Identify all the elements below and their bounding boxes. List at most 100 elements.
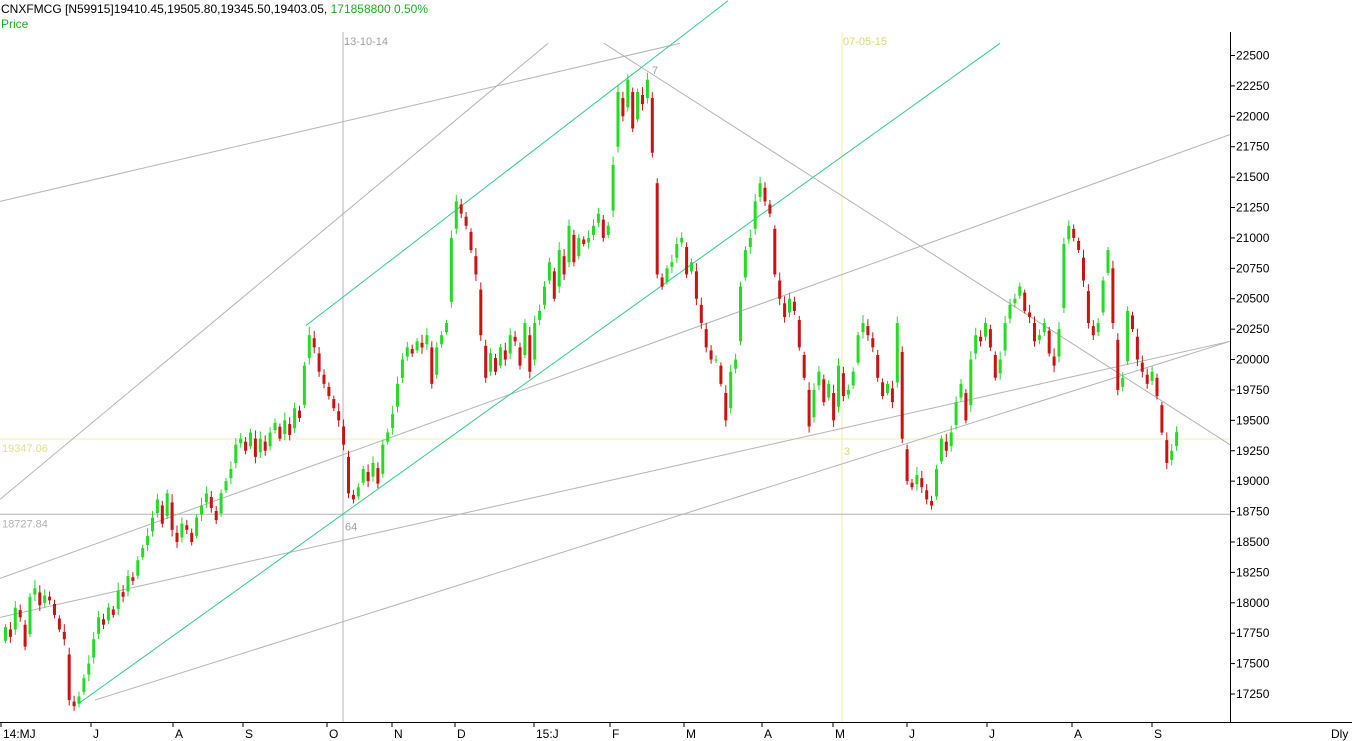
candle-body	[925, 490, 929, 500]
candle-body	[131, 577, 135, 581]
candle	[229, 461, 233, 485]
y-tick-label: 21000	[1236, 231, 1270, 245]
candle-body	[43, 595, 47, 603]
candle	[832, 384, 836, 427]
candle	[773, 225, 777, 278]
candle-body	[1003, 323, 1007, 351]
candle	[743, 246, 747, 281]
candle	[993, 351, 997, 381]
candle	[1057, 321, 1061, 363]
horizontal-level-label: 18727.84	[2, 518, 48, 530]
candle-body	[709, 350, 713, 360]
x-tick-label: O	[329, 727, 338, 741]
candle-body	[38, 592, 42, 606]
candle-body	[53, 604, 56, 615]
candle-body	[317, 353, 321, 372]
candle-body	[28, 596, 32, 635]
candle-body	[905, 449, 909, 482]
candle-body	[268, 432, 272, 447]
candle	[621, 91, 625, 122]
candle	[910, 479, 914, 491]
candle	[562, 249, 566, 281]
candle	[925, 484, 929, 505]
candle	[690, 258, 693, 275]
y-tick-label: 21750	[1236, 140, 1270, 154]
candle	[435, 342, 439, 379]
candle	[1013, 293, 1017, 308]
candle	[866, 319, 870, 341]
candle	[440, 331, 444, 348]
candle-body	[680, 237, 684, 243]
candle	[1175, 426, 1179, 451]
candle-body	[567, 225, 571, 263]
candle	[351, 489, 355, 504]
candle	[239, 433, 243, 448]
candle	[788, 292, 791, 318]
candle	[180, 517, 184, 543]
candle	[552, 267, 556, 302]
candle-body	[841, 373, 845, 397]
candle	[606, 221, 610, 238]
candle	[1140, 355, 1144, 378]
candle-body	[165, 493, 169, 517]
candle-body	[1170, 450, 1174, 460]
candle-body	[915, 475, 919, 485]
y-tick-label: 19000	[1236, 474, 1270, 488]
trendline	[0, 42, 549, 500]
candle	[273, 418, 277, 434]
candle-body	[204, 493, 208, 503]
candle-body	[797, 320, 801, 348]
candle	[337, 403, 341, 427]
candle-body	[513, 336, 517, 342]
candle	[861, 315, 865, 339]
candle	[846, 384, 850, 399]
candle	[636, 88, 640, 123]
candle	[954, 396, 958, 430]
candle-body	[900, 351, 904, 439]
candle-body	[445, 323, 448, 333]
candle-body	[788, 298, 791, 313]
candle-body	[342, 426, 346, 445]
candle	[1160, 401, 1164, 436]
candle-body	[77, 696, 81, 704]
candle-body	[391, 414, 395, 428]
candle-body	[111, 609, 115, 615]
x-tick-label: F	[612, 727, 619, 741]
candle	[944, 433, 948, 457]
candle-body	[464, 216, 468, 226]
candle	[1106, 247, 1110, 276]
candle-body	[944, 441, 948, 451]
candle-body	[993, 354, 997, 378]
series-label: Price	[1, 17, 29, 31]
candle	[474, 248, 478, 281]
candles[interactable]	[4, 72, 1179, 711]
candle	[410, 344, 414, 357]
candle	[126, 569, 130, 597]
candle	[1145, 368, 1149, 389]
candle-body	[675, 244, 679, 258]
candle	[249, 428, 252, 450]
candle	[136, 556, 140, 580]
candle	[979, 330, 983, 347]
candle	[724, 385, 728, 427]
candle-body	[278, 426, 282, 439]
candle	[234, 438, 238, 469]
candle-body	[239, 438, 243, 444]
candle-body	[611, 164, 615, 211]
candle	[734, 353, 738, 374]
candle	[969, 351, 973, 412]
candle	[420, 334, 424, 354]
candle-body	[920, 478, 924, 488]
candle-body	[454, 201, 458, 229]
y-tick-label: 20250	[1236, 322, 1270, 336]
candle-body	[690, 262, 693, 272]
candle-body	[1111, 268, 1115, 324]
candle	[665, 265, 669, 285]
candle-body	[763, 187, 767, 202]
volume-change: 171858800 0.50%	[330, 2, 429, 16]
candle-body	[146, 535, 150, 546]
candle-body	[670, 262, 674, 267]
candle-body	[484, 345, 488, 378]
candle-body	[572, 234, 576, 263]
